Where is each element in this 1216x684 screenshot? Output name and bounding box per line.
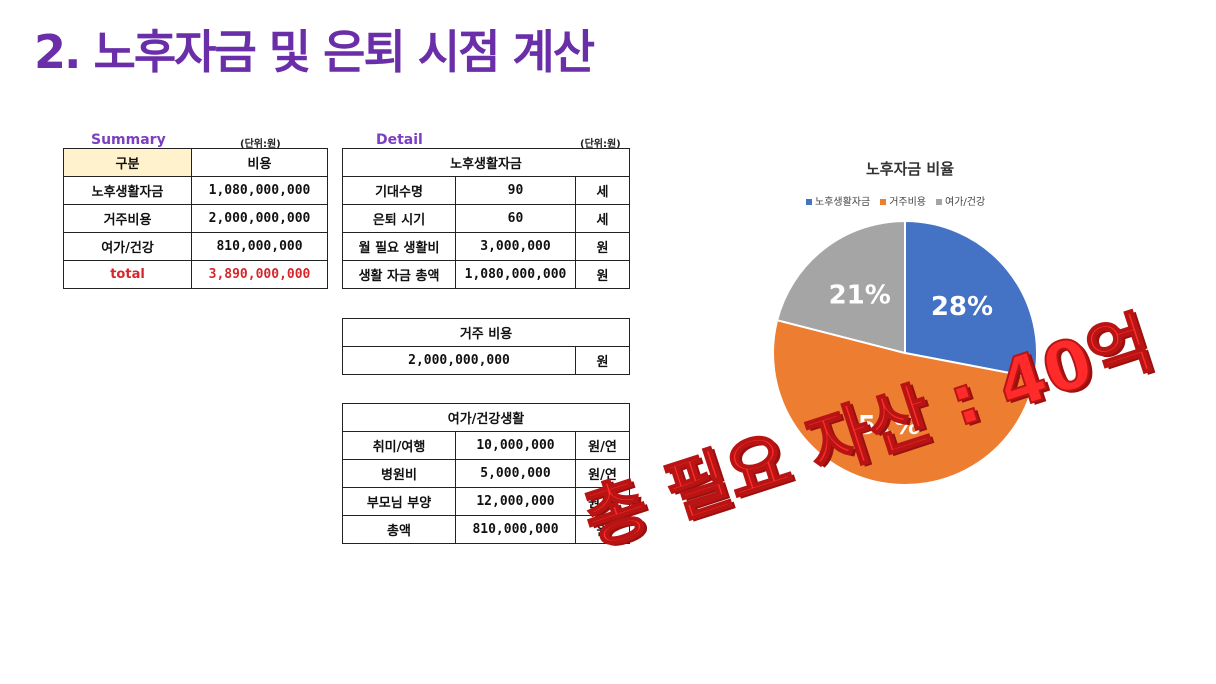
table-cell-label: 생활 자금 총액 — [342, 260, 456, 289]
table-row: 거주비용 2,000,000,000 — [63, 204, 328, 233]
table-row: 병원비 5,000,000 원/연 — [342, 459, 630, 488]
table-cell-label: 거주비용 — [63, 204, 192, 233]
table-cell-label: 취미/여행 — [342, 431, 456, 460]
legend-item: 노후생활자금 — [806, 193, 870, 208]
housing-cost-table: 거주 비용 2,000,000,000 원 — [342, 318, 630, 375]
table-cell-label: 부모님 부양 — [342, 487, 456, 516]
table-cell-label: 여가/건강 — [63, 232, 192, 261]
table-cell-value: 3,000,000 — [455, 232, 576, 261]
pie-slice — [775, 219, 906, 355]
total-label: total — [63, 260, 192, 289]
legend-item: 거주비용 — [880, 193, 926, 208]
table-cell-unit: 원 — [575, 515, 630, 544]
table-cell-unit: 원/연 — [575, 459, 630, 488]
total-value: 3,890,000,000 — [191, 260, 328, 289]
table-cell-unit: 세 — [575, 204, 630, 233]
pie-data-label: 28% — [931, 292, 993, 322]
legend-label: 거주비용 — [889, 197, 927, 208]
table-row: 기대수명 90 세 — [342, 176, 630, 205]
summary-table: 구분 비용 노후생활자금 1,080,000,000 거주비용 2,000,00… — [63, 148, 328, 289]
table-cell-unit: 원 — [575, 260, 630, 289]
table-cell-unit: 원 — [575, 346, 630, 375]
table-cell-unit: 세 — [575, 176, 630, 205]
pie-data-label: 51% — [858, 411, 920, 441]
table-cell-value: 810,000,000 — [455, 515, 576, 544]
table-cell-label: 은퇴 시기 — [342, 204, 456, 233]
table-cell-value: 90 — [455, 176, 576, 205]
table-row-total: total 3,890,000,000 — [63, 260, 328, 289]
table-cell-value: 5,000,000 — [455, 459, 576, 488]
table-header: 여가/건강생활 — [342, 403, 630, 432]
leisure-health-table: 여가/건강생활 취미/여행 10,000,000 원/연 병원비 5,000,0… — [342, 403, 630, 544]
table-row: 은퇴 시기 60 세 — [342, 204, 630, 233]
table-cell-value: 60 — [455, 204, 576, 233]
pie-slice — [904, 219, 1038, 379]
table-cell-label: 노후생활자금 — [63, 176, 192, 205]
table-cell-label: 월 필요 생활비 — [342, 232, 456, 261]
table-cell-value: 12,000,000 — [455, 487, 576, 516]
page-title: 2. 노후자금 및 은퇴 시점 계산 — [34, 25, 595, 79]
summary-caption: Summary — [91, 132, 166, 148]
chart-title: 노후자금 비율 — [865, 160, 955, 178]
table-cell-value: 2,000,000,000 — [342, 346, 576, 375]
chart-legend: 노후생활자금 거주비용 여가/건강 — [806, 193, 985, 208]
table-row: 노후생활자금 1,080,000,000 — [63, 176, 328, 205]
legend-swatch — [880, 199, 887, 205]
table-cell-label: 병원비 — [342, 459, 456, 488]
detail-unit: (단위:원) — [580, 139, 621, 150]
table-row: 노후생활자금 — [342, 148, 630, 177]
table-header: 노후생활자금 — [342, 148, 630, 177]
pie-slice — [772, 318, 1036, 486]
table-header-category: 구분 — [63, 148, 192, 177]
table-row: 월 필요 생활비 3,000,000 원 — [342, 232, 630, 261]
legend-label: 여가/건강 — [945, 197, 986, 208]
table-row: 2,000,000,000 원 — [342, 346, 630, 375]
legend-item: 여가/건강 — [936, 193, 985, 208]
table-cell-value: 1,080,000,000 — [191, 176, 328, 205]
retirement-fund-table: 노후생활자금 기대수명 90 세 은퇴 시기 60 세 월 필요 생활비 3,0… — [342, 148, 630, 289]
table-header: 거주 비용 — [342, 318, 630, 347]
table-row: 취미/여행 10,000,000 원/연 — [342, 431, 630, 460]
pie-data-label: 21% — [829, 281, 891, 311]
table-cell-unit: 원/연 — [575, 431, 630, 460]
legend-label: 노후생활자금 — [815, 197, 871, 208]
table-cell-value: 1,080,000,000 — [455, 260, 576, 289]
table-row: 생활 자금 총액 1,080,000,000 원 — [342, 260, 630, 289]
table-row: 구분 비용 — [63, 148, 328, 177]
table-cell-value: 10,000,000 — [455, 431, 576, 460]
legend-swatch — [936, 199, 943, 205]
detail-caption: Detail — [376, 132, 423, 148]
table-cell-value: 810,000,000 — [191, 232, 328, 261]
table-row: 총액 810,000,000 원 — [342, 515, 630, 544]
summary-unit: (단위:원) — [240, 139, 281, 150]
table-cell-unit: 원 — [575, 232, 630, 261]
table-cell-label: 기대수명 — [342, 176, 456, 205]
table-row: 여가/건강생활 — [342, 403, 630, 432]
table-header-cost: 비용 — [191, 148, 328, 177]
table-cell-label: 총액 — [342, 515, 456, 544]
table-cell-value: 2,000,000,000 — [191, 204, 328, 233]
table-row: 여가/건강 810,000,000 — [63, 232, 328, 261]
pie-chart: 28% 51% 21% — [772, 219, 1038, 486]
table-row: 거주 비용 — [342, 318, 630, 347]
legend-swatch — [806, 199, 812, 205]
table-row: 부모님 부양 12,000,000 원/연 — [342, 487, 630, 516]
table-cell-unit: 원/연 — [575, 487, 630, 516]
